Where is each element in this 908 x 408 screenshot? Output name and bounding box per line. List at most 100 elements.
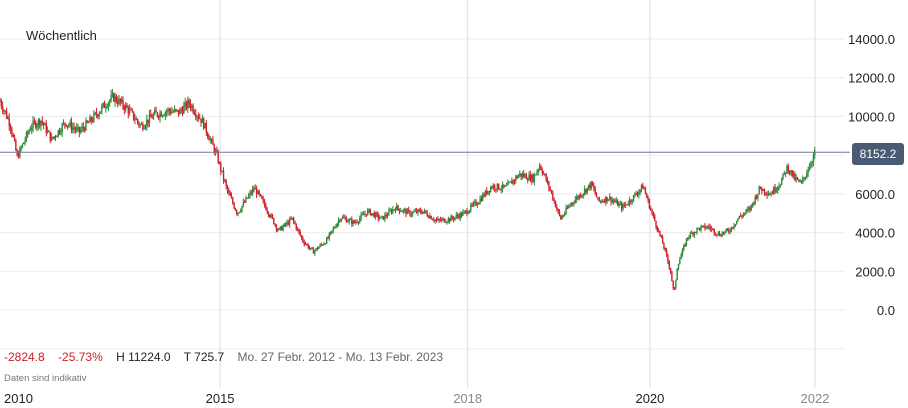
candle-body <box>610 196 612 203</box>
candle-body <box>291 217 293 220</box>
candle-body <box>0 101 3 107</box>
candle-body <box>263 200 266 206</box>
candle-body <box>743 212 746 215</box>
candle-body <box>568 206 570 209</box>
candle-body <box>634 193 636 196</box>
candle-body <box>585 189 587 193</box>
candle-body <box>13 136 16 141</box>
candle-body <box>775 190 778 192</box>
x-tick-label: 2022 <box>801 391 830 406</box>
candle-body <box>284 223 287 225</box>
candle-body <box>139 124 141 126</box>
candle-body <box>128 109 131 114</box>
candle-body <box>445 222 447 224</box>
candle-body <box>255 188 258 195</box>
candle-body <box>538 165 541 170</box>
candle-body <box>353 220 356 223</box>
candle-body <box>476 204 479 206</box>
candle-body <box>438 219 440 221</box>
candle-body <box>487 191 489 195</box>
candle-body <box>765 192 767 194</box>
candle-body <box>462 212 464 216</box>
candle-body <box>673 288 676 290</box>
candle-body <box>586 187 588 193</box>
candle-body <box>11 128 13 135</box>
candle-body <box>677 264 680 269</box>
candle-body <box>32 120 34 128</box>
candle-body <box>635 193 637 195</box>
candle-body <box>667 255 669 262</box>
candle-body <box>233 203 235 209</box>
candle-body <box>693 232 696 235</box>
x-tick-label: 2015 <box>206 391 235 406</box>
candle-body <box>614 201 616 203</box>
candle-body <box>652 212 655 216</box>
candle-body <box>370 213 373 216</box>
grid-layer <box>0 0 845 388</box>
candle-body <box>761 188 763 192</box>
candle-body <box>138 122 140 126</box>
candle-body <box>470 204 472 211</box>
candle-body <box>8 118 10 126</box>
candle-body <box>570 202 573 206</box>
candle-body <box>542 173 545 175</box>
candle-body <box>806 173 808 177</box>
candle-body <box>249 192 251 196</box>
candle-body <box>348 219 350 222</box>
y-tick-label: 2000.0 <box>855 264 895 279</box>
candle-body <box>739 215 742 217</box>
candle-body <box>144 125 147 128</box>
candle-body <box>587 184 590 188</box>
candle-body <box>324 243 327 245</box>
candle-body <box>529 174 532 181</box>
candle-body <box>631 201 633 203</box>
candle-body <box>405 209 407 215</box>
candle-body <box>650 208 652 210</box>
candle-body <box>546 180 549 182</box>
candle-body <box>369 209 372 216</box>
candle-body <box>349 219 352 221</box>
candle-body <box>479 198 481 204</box>
candle-body <box>771 193 774 195</box>
candle-body <box>657 230 660 232</box>
candle-body <box>525 174 528 180</box>
candle-body <box>550 190 553 193</box>
candle-body <box>314 250 316 254</box>
candle-body <box>187 100 189 108</box>
candle-body <box>347 221 349 223</box>
candle-body <box>418 209 420 211</box>
candle-body <box>58 130 61 133</box>
candle-body <box>685 238 688 246</box>
candle-body <box>611 200 614 203</box>
candle-body <box>261 195 263 199</box>
candle-body <box>64 122 66 125</box>
candle-body <box>640 184 643 190</box>
candle-body <box>267 211 270 216</box>
candle-body <box>105 107 107 109</box>
candle-body <box>33 120 36 122</box>
candle-body <box>155 110 157 113</box>
candle-body <box>463 211 465 213</box>
candle-body <box>724 231 726 234</box>
candle-body <box>3 110 5 112</box>
candle-body <box>478 203 480 205</box>
candle-body <box>320 244 323 246</box>
candle-body <box>175 109 177 111</box>
candle-body <box>651 209 653 213</box>
candle-body <box>91 120 94 122</box>
candle-body <box>134 119 136 121</box>
candle-body <box>519 173 521 176</box>
candle-body <box>82 126 85 129</box>
candle-body <box>303 241 305 244</box>
candle-body <box>142 124 144 129</box>
candle-body <box>521 174 524 177</box>
candle-body <box>229 192 231 196</box>
period-label[interactable]: Wöchentlich <box>26 28 97 43</box>
candle-body <box>396 205 398 211</box>
candle-body <box>501 184 504 189</box>
candle-body <box>448 218 451 222</box>
candle-body <box>232 198 234 204</box>
candle-body <box>35 121 37 128</box>
candle-body <box>589 184 591 189</box>
